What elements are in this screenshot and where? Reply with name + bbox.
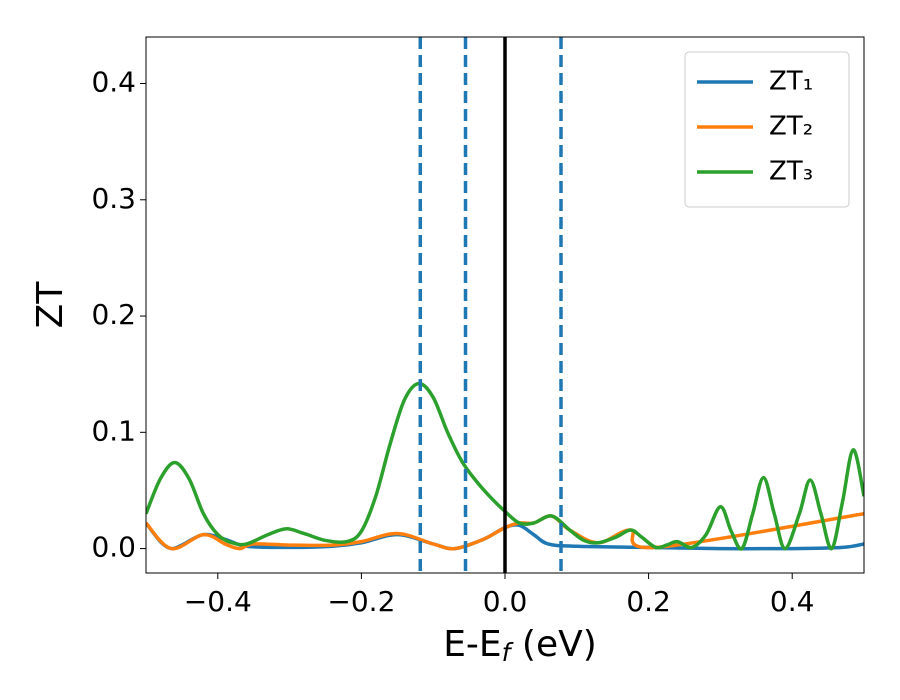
- legend: ZT₁ ZT₂ ZT₃: [684, 51, 850, 208]
- legend-label: ZT₃: [769, 157, 813, 187]
- x-tick-label: −0.4: [184, 585, 252, 618]
- y-tick-label: 0.3: [91, 182, 136, 215]
- x-tick-label: −0.2: [327, 585, 395, 618]
- line: [146, 381, 864, 551]
- legend-box: [684, 51, 850, 208]
- plot-frame: [145, 36, 865, 574]
- x-label-part: (eV): [510, 624, 596, 665]
- x-axis-label: E-Ef (eV): [443, 624, 597, 667]
- legend-label: ZT₂: [769, 112, 813, 142]
- legend-label: ZT₁: [769, 67, 813, 97]
- y-axis-label: ZT: [30, 281, 71, 329]
- x-tick-label: 0.4: [770, 585, 815, 618]
- x-tick-label: 0.0: [483, 585, 528, 618]
- x-label-part: E-E: [443, 624, 501, 665]
- y-tick-label: 0.0: [91, 531, 136, 564]
- x-tick-label: 0.2: [626, 585, 671, 618]
- y-tick-label: 0.4: [91, 66, 136, 99]
- y-tick-label: 0.1: [91, 414, 136, 447]
- plot-area: [146, 37, 864, 573]
- y-tick-label: 0.2: [91, 298, 136, 331]
